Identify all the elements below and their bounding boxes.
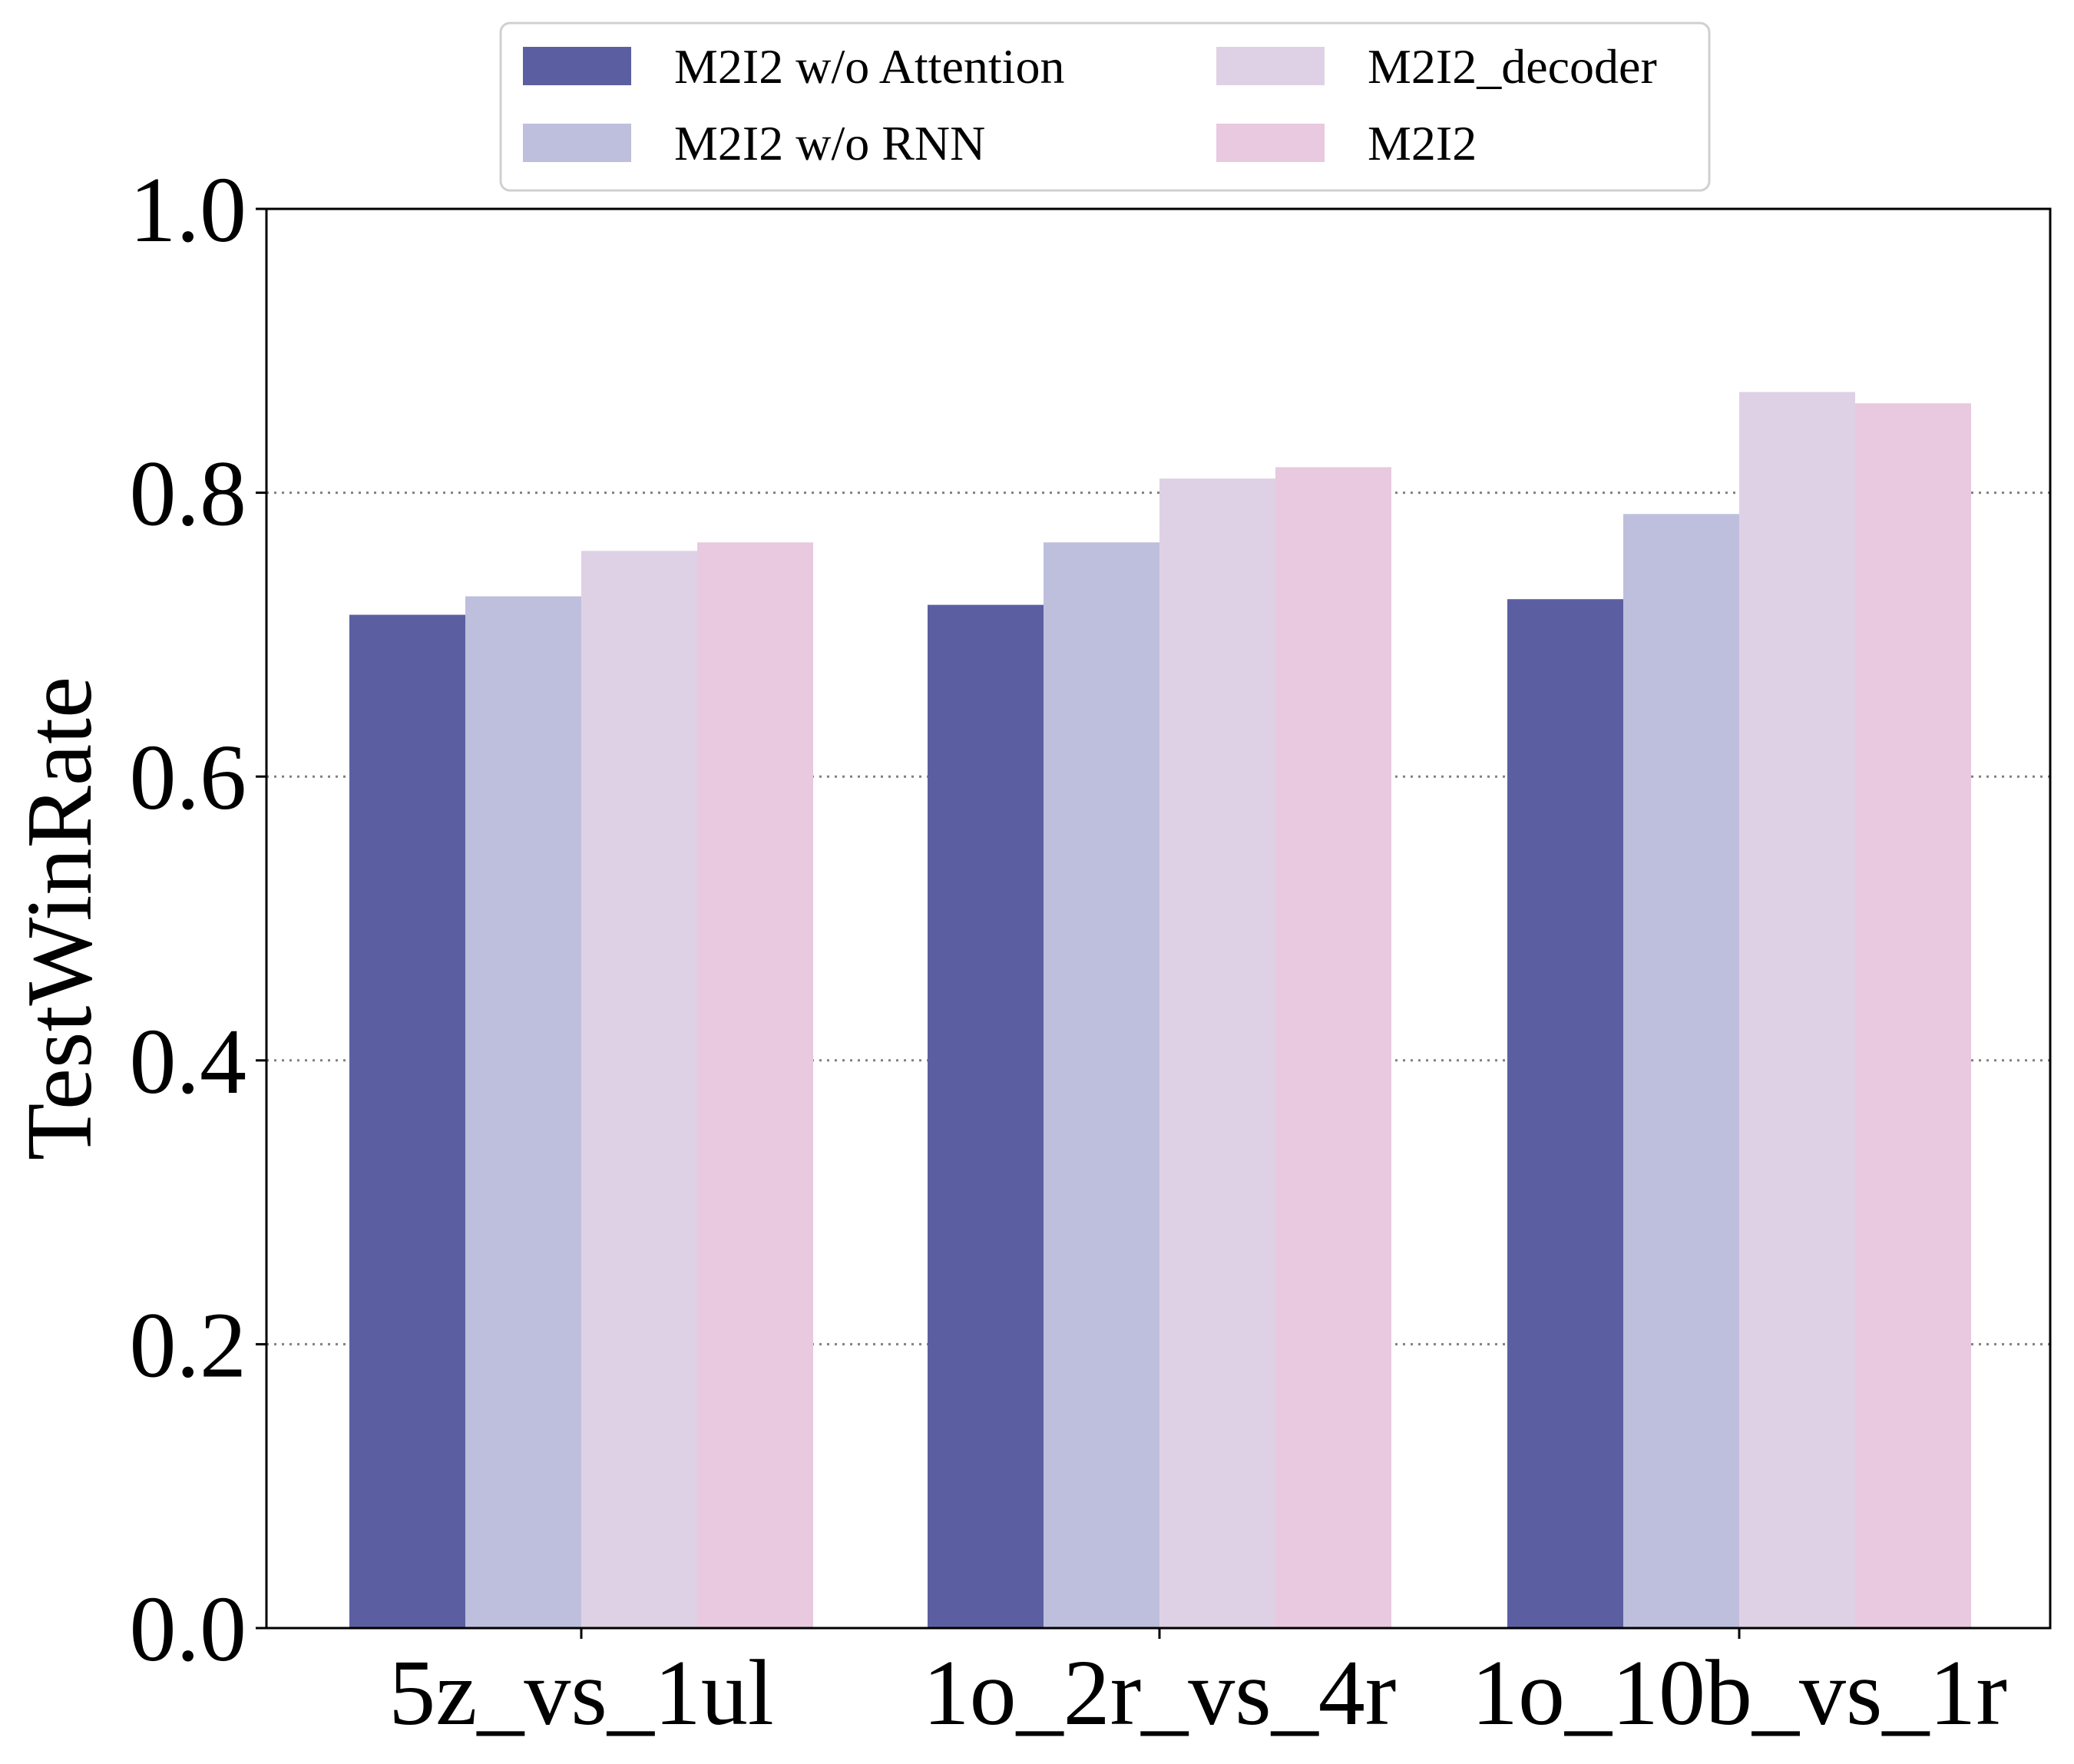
y-axis: 0.0 0.2 0.4 0.6 0.8 1.0 bbox=[130, 158, 266, 1681]
bar-m2i2-decoder-1 bbox=[1159, 478, 1275, 1628]
y-tick-label: 0.4 bbox=[130, 1010, 247, 1114]
legend-frame bbox=[499, 22, 1711, 192]
bar-m2i2-decoder-0 bbox=[581, 551, 697, 1629]
legend: M2I2 w/o Attention M2I2 w/o RNN M2I2_decod… bbox=[499, 22, 1711, 192]
bar-m2i2-decoder-2 bbox=[1739, 392, 1855, 1629]
legend-label: M2I2 bbox=[1368, 116, 1477, 170]
x-axis: 5z_vs_1ul 1o_2r_vs_4r 1o_10b_vs_1r bbox=[389, 1628, 2007, 1745]
y-axis-label: TestWinRate bbox=[8, 677, 111, 1160]
legend-swatch bbox=[523, 47, 631, 85]
y-tick-label: 0.2 bbox=[130, 1293, 247, 1397]
y-tick-label: 0.0 bbox=[130, 1577, 247, 1681]
bar-m2i2-0 bbox=[697, 542, 813, 1628]
bar-m2i2-w-o-rnn-2 bbox=[1623, 514, 1739, 1628]
bar-m2i2-w-o-attention-1 bbox=[928, 604, 1044, 1628]
x-tick-label: 1o_10b_vs_1r bbox=[1471, 1641, 2007, 1745]
legend-swatch bbox=[1216, 124, 1325, 162]
y-tick-label: 1.0 bbox=[130, 158, 247, 262]
x-tick-label: 5z_vs_1ul bbox=[389, 1641, 774, 1745]
legend-swatch bbox=[1216, 47, 1325, 85]
legend-swatch bbox=[523, 124, 631, 162]
legend-label: M2I2_decoder bbox=[1368, 39, 1657, 94]
bar-m2i2-2 bbox=[1855, 403, 1971, 1628]
bars bbox=[349, 392, 1971, 1629]
bar-m2i2-w-o-attention-2 bbox=[1507, 599, 1623, 1629]
bar-m2i2-w-o-rnn-0 bbox=[465, 596, 581, 1628]
bar-m2i2-w-o-attention-0 bbox=[349, 614, 465, 1628]
y-tick-label: 0.6 bbox=[130, 726, 247, 829]
bar-m2i2-w-o-rnn-1 bbox=[1044, 542, 1159, 1628]
x-tick-label: 1o_2r_vs_4r bbox=[923, 1641, 1397, 1745]
legend-label: M2I2 w/o Attention bbox=[674, 39, 1064, 94]
bar-m2i2-1 bbox=[1275, 467, 1391, 1629]
legend-label: M2I2 w/o RNN bbox=[674, 116, 985, 170]
y-tick-label: 0.8 bbox=[130, 442, 247, 546]
